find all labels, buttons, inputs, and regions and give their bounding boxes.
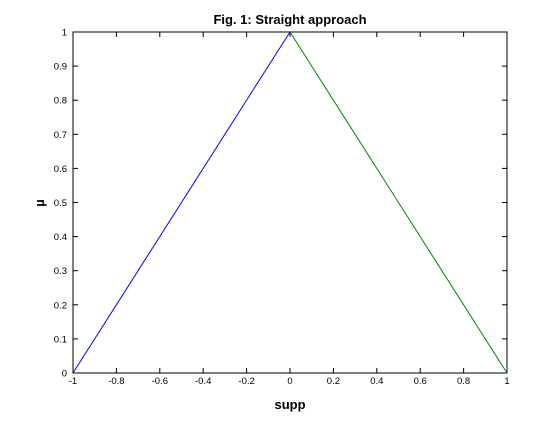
- x-tick-label: 0: [287, 376, 292, 387]
- x-tick-label: 0.4: [370, 376, 383, 387]
- x-tick-label: -0.4: [195, 376, 211, 387]
- x-tick-label: -0.6: [152, 376, 168, 387]
- y-tick-label: 0.5: [54, 198, 67, 209]
- series-line-1: [72, 31, 291, 374]
- x-tick-label: -1: [69, 376, 77, 387]
- y-tick-label: 0.1: [54, 334, 67, 345]
- series-layer: [72, 31, 508, 374]
- series-line-2: [289, 31, 508, 374]
- y-tick-label: 0.6: [54, 164, 67, 175]
- y-tick-label: 0.8: [54, 96, 67, 107]
- y-tick-label: 0.9: [54, 62, 67, 73]
- axis-tick-labels: -1 -0.8 -0.6 -0.4 -0.2 0 0.2 0.4 0.6 0.8 1 0 0.1 0.2 0…: [54, 28, 510, 388]
- plot-area: [72, 31, 508, 374]
- y-tick-label: 1: [62, 28, 67, 39]
- y-tick-label: 0.7: [54, 130, 67, 141]
- y-tick-label: 0: [62, 369, 67, 380]
- x-tick-label: 0.8: [457, 376, 470, 387]
- chart-title: Fig. 1: Straight approach: [213, 12, 366, 27]
- x-tick-label: -0.2: [238, 376, 254, 387]
- y-tick-label: 0.4: [54, 232, 67, 243]
- y-axis-label: µ: [32, 199, 47, 207]
- y-tick-label: 0.2: [54, 300, 67, 311]
- x-axis-label: supp: [274, 397, 305, 412]
- x-tick-label: 1: [504, 376, 509, 387]
- x-tick-label: 0.2: [327, 376, 340, 387]
- x-tick-label: 0.6: [414, 376, 427, 387]
- x-tick-label: -0.8: [108, 376, 124, 387]
- y-tick-label: 0.3: [54, 266, 67, 277]
